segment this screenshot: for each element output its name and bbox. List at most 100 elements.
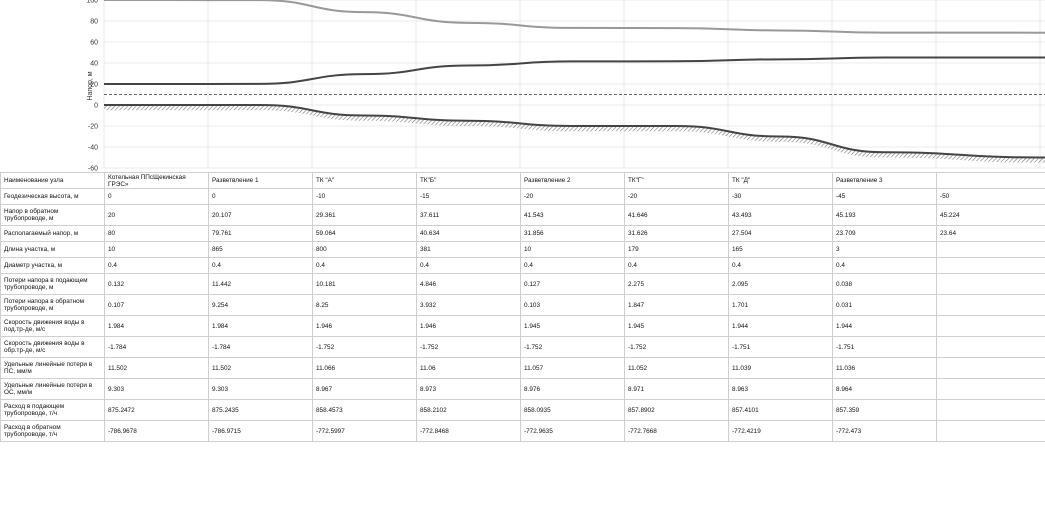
value-cell: -1.752 [312, 336, 417, 358]
value-cell [936, 378, 1045, 400]
value-cell: 858.4573 [312, 399, 417, 421]
row-label: Потери напора в обратном трубопроводе, м [0, 294, 105, 316]
value-cell: 43.493 [728, 204, 833, 226]
value-cell: 3 [832, 241, 937, 258]
value-cell: 1.945 [520, 315, 625, 337]
value-cell: 0.132 [104, 273, 209, 295]
value-cell: 11.052 [624, 357, 729, 379]
value-cell: 865 [208, 241, 313, 258]
value-cell: -772.5997 [312, 420, 417, 442]
value-cell: -1.752 [520, 336, 625, 358]
value-cell: 37.611 [416, 204, 521, 226]
value-cell: 0.107 [104, 294, 209, 316]
value-cell [936, 241, 1045, 258]
row-label: Скорость движения воды в под.тр-де, м/с [0, 315, 105, 337]
value-cell: -45 [832, 188, 937, 205]
y-tick-labels: 100 80 60 40 20 0 -20 -40 -60 [86, 0, 98, 172]
value-cell: 2.095 [728, 273, 833, 295]
value-cell: -786.9678 [104, 420, 209, 442]
value-cell: 41.543 [520, 204, 625, 226]
y-tick-label: 0 [94, 103, 98, 110]
value-cell: -1.751 [832, 336, 937, 358]
node-name-cell: ТК "Д" [728, 172, 833, 189]
table-row: Скорость движения воды в под.тр-де, м/с 1… [0, 315, 1045, 337]
value-cell: 59.064 [312, 225, 417, 242]
value-cell: 857.359 [832, 399, 937, 421]
row-label: Длина участка, м [0, 241, 105, 258]
value-cell: 1.945 [624, 315, 729, 337]
value-cell: -1.751 [728, 336, 833, 358]
terrain-hatch [104, 105, 1045, 163]
value-cell: 875.2435 [208, 399, 313, 421]
value-cell: 0.103 [520, 294, 625, 316]
value-cell: 8.971 [624, 378, 729, 400]
value-cell: -20 [520, 188, 625, 205]
value-cell: 0.4 [624, 257, 729, 274]
row-label: Диаметр участка, м [0, 257, 105, 274]
value-cell: 1.847 [624, 294, 729, 316]
value-cell: 8.967 [312, 378, 417, 400]
value-cell: 0.4 [208, 257, 313, 274]
value-cell: -772.8468 [416, 420, 521, 442]
row-label: Напор в обратном трубопроводе, м [0, 204, 105, 226]
node-name-cell: Разветвление 1 [208, 172, 313, 189]
value-cell: 0.4 [832, 257, 937, 274]
value-cell: 0.038 [832, 273, 937, 295]
value-cell: 11.036 [832, 357, 937, 379]
value-cell: 9.303 [104, 378, 209, 400]
value-cell [936, 315, 1045, 337]
value-cell: 9.254 [208, 294, 313, 316]
value-cell: 0.4 [416, 257, 521, 274]
table-row: Напор в обратном трубопроводе, м 20 20.107… [0, 204, 1045, 226]
pressure-chart: 100 80 60 40 20 0 -20 -40 -60 Напор, м [86, 0, 1045, 172]
value-cell: 0.4 [520, 257, 625, 274]
value-cell: -1.752 [416, 336, 521, 358]
terrain-hatch-fill [104, 105, 1045, 163]
value-cell: -15 [416, 188, 521, 205]
value-cell: 8.976 [520, 378, 625, 400]
row-label: Расход в обратном трубопроводе, т/ч [0, 420, 105, 442]
y-tick-label: 20 [90, 82, 98, 89]
value-cell: 0.031 [832, 294, 937, 316]
value-cell [936, 399, 1045, 421]
value-cell: -50 [936, 188, 1045, 205]
value-cell: 11.06 [416, 357, 521, 379]
series-line-2 [104, 103, 1045, 159]
value-cell: 381 [416, 241, 521, 258]
table-row-header: Наименование узла Котельная ППсЩекинская … [0, 172, 1045, 189]
row-label: Потери напора в подающем трубопроводе, м [0, 273, 105, 295]
value-cell: 8.25 [312, 294, 417, 316]
value-cell: 1.984 [104, 315, 209, 337]
value-cell: 9.303 [208, 378, 313, 400]
value-cell: 179 [624, 241, 729, 258]
value-cell: 1.944 [832, 315, 937, 337]
y-tick-label: -20 [88, 124, 98, 131]
value-cell: 1.984 [208, 315, 313, 337]
value-cell: 29.361 [312, 204, 417, 226]
value-cell: 11.066 [312, 357, 417, 379]
value-cell: 1.944 [728, 315, 833, 337]
table-row: Расход в обратном трубопроводе, т/ч -786.… [0, 420, 1045, 442]
value-cell: 0.4 [728, 257, 833, 274]
value-cell: 11.502 [208, 357, 313, 379]
y-tick-label: 40 [90, 61, 98, 68]
table-row: Расход в подающем трубопроводе, т/ч 875.2… [0, 399, 1045, 421]
value-cell: -772.7668 [624, 420, 729, 442]
node-name-cell: ТК"Б" [416, 172, 521, 189]
parameters-table: Наименование узла Котельная ППсЩекинская … [0, 172, 1045, 442]
value-cell: 11.057 [520, 357, 625, 379]
table-row: Скорость движения воды в обр.тр-де, м/с -… [0, 336, 1045, 358]
value-cell: 0 [104, 188, 209, 205]
value-cell: 10 [104, 241, 209, 258]
value-cell: 27.504 [728, 225, 833, 242]
value-cell [936, 273, 1045, 295]
y-axis-label: Напор, м [87, 71, 94, 100]
value-cell: 1.946 [416, 315, 521, 337]
value-cell: 11.442 [208, 273, 313, 295]
value-cell [936, 357, 1045, 379]
row-label: Скорость движения воды в обр.тр-де, м/с [0, 336, 105, 358]
node-name-cell: Разветвление 3 [832, 172, 937, 189]
table-row: Удельные линейные потери в ПС, мм/м 11.50… [0, 357, 1045, 379]
value-cell: 8.963 [728, 378, 833, 400]
value-cell: -30 [728, 188, 833, 205]
